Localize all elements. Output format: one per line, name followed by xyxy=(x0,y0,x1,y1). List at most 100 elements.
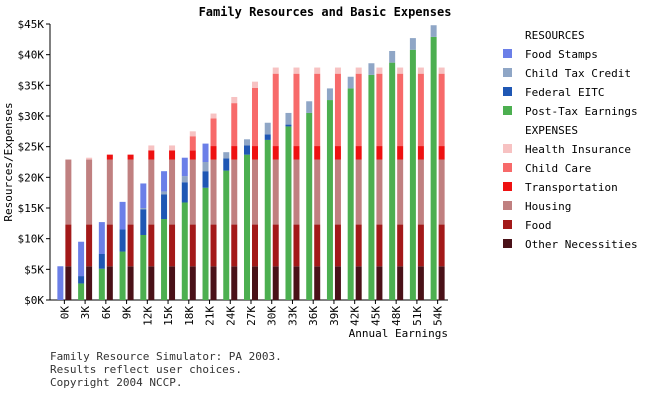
y-tick-label: $30K xyxy=(18,110,45,123)
expense-bar-housing xyxy=(210,159,217,225)
resource-bar-federal-eitc xyxy=(181,182,188,203)
expense-bar-food xyxy=(293,224,300,267)
resource-bar-post-tax-earnings xyxy=(244,154,250,300)
expense-bar-housing xyxy=(334,159,341,225)
expense-bar-transportation xyxy=(272,146,279,160)
y-tick-label: $45K xyxy=(18,18,45,31)
resource-bar-post-tax-earnings xyxy=(223,170,230,300)
expense-bar-other-necessities xyxy=(355,266,362,300)
expense-bar-food xyxy=(65,224,72,267)
expense-bar-housing xyxy=(252,159,258,225)
footer-line-1: Family Resource Simulator: PA 2003. xyxy=(50,350,282,363)
legend-item-label: Food Stamps xyxy=(525,48,598,61)
resource-bar-child-tax-credit xyxy=(161,191,168,195)
expense-bar-food xyxy=(169,224,176,267)
x-tick-label: 9K xyxy=(121,306,134,320)
expense-bar-child-care xyxy=(252,87,258,147)
expense-bar-food xyxy=(376,224,383,267)
x-tick-label: 36K xyxy=(307,306,320,326)
expense-bar-housing xyxy=(376,159,383,225)
expense-bar-housing xyxy=(86,159,93,225)
expense-bar-transportation xyxy=(314,146,321,160)
expense-bar-health-insurance xyxy=(438,67,445,74)
expense-bar-food xyxy=(189,224,196,267)
legend-heading-resources: RESOURCES xyxy=(525,29,585,42)
resource-bar-post-tax-earnings xyxy=(409,49,416,301)
x-tick-label: 30K xyxy=(266,306,279,326)
x-tick-label: 42K xyxy=(349,306,362,326)
expense-bar-other-necessities xyxy=(252,266,258,300)
resource-bar-child-tax-credit xyxy=(285,112,292,125)
expense-bar-child-care xyxy=(293,73,300,147)
expense-bar-housing xyxy=(148,159,155,225)
resource-bar-child-tax-credit xyxy=(368,63,375,75)
resource-bar-post-tax-earnings xyxy=(306,112,313,300)
legend-item-label: Housing xyxy=(525,200,571,213)
x-tick-label: 51K xyxy=(411,306,424,326)
resource-bar-post-tax-earnings xyxy=(264,139,271,300)
legend-swatch xyxy=(503,68,512,77)
expense-bar-other-necessities xyxy=(148,266,155,300)
resource-bar-food-stamps xyxy=(161,171,168,192)
resource-bar-post-tax-earnings xyxy=(202,187,209,300)
x-tick-label: 6K xyxy=(100,306,113,320)
x-tick-label: 27K xyxy=(245,306,258,326)
legend-swatch xyxy=(503,106,512,115)
expense-bar-other-necessities xyxy=(438,266,445,300)
expense-bar-housing xyxy=(127,159,134,225)
y-tick-label: $15K xyxy=(18,202,45,215)
x-tick-label: 3K xyxy=(79,306,92,320)
expense-bar-health-insurance xyxy=(293,67,300,74)
expense-bar-transportation xyxy=(189,150,196,160)
expense-bar-child-care xyxy=(189,136,196,151)
resource-bar-federal-eitc xyxy=(264,134,271,140)
expense-bar-health-insurance xyxy=(252,81,258,88)
y-tick-label: $10K xyxy=(18,233,45,246)
expense-bar-other-necessities xyxy=(86,266,93,300)
resource-bar-child-tax-credit xyxy=(389,50,396,63)
expense-bar-health-insurance xyxy=(355,67,362,74)
expense-bar-health-insurance xyxy=(189,131,196,137)
expense-bar-housing xyxy=(438,159,445,225)
resource-bar-federal-eitc xyxy=(140,209,147,235)
resource-bar-federal-eitc xyxy=(98,254,105,269)
footer-line-2: Results reflect user choices. xyxy=(50,363,243,376)
expense-bar-housing xyxy=(106,159,113,225)
expense-bar-food xyxy=(106,224,113,267)
expense-bar-transportation xyxy=(417,146,424,160)
expense-bar-other-necessities xyxy=(314,266,321,300)
expense-bar-health-insurance xyxy=(314,67,321,74)
expense-bar-child-care xyxy=(210,118,217,147)
expense-bar-other-necessities xyxy=(417,266,424,300)
resource-bar-child-tax-credit xyxy=(430,25,437,37)
expense-bar-housing xyxy=(231,159,238,225)
expense-bar-transportation xyxy=(231,146,238,160)
resource-bar-federal-eitc xyxy=(161,194,168,220)
expense-bar-housing xyxy=(293,159,300,225)
expense-bar-child-care xyxy=(397,73,404,147)
legend-swatch xyxy=(503,220,512,229)
legend-item-label: Transportation xyxy=(525,181,618,194)
resource-bar-child-tax-credit xyxy=(306,101,313,113)
expense-bar-food xyxy=(148,224,155,267)
expense-bar-child-care xyxy=(314,73,321,147)
y-tick-label: $40K xyxy=(18,49,45,62)
legend-swatch xyxy=(503,87,512,96)
legend-item-label: Child Care xyxy=(525,162,591,175)
legend-item-label: Post-Tax Earnings xyxy=(525,105,638,118)
expense-bar-other-necessities xyxy=(272,266,279,300)
resource-bar-child-tax-credit xyxy=(264,122,271,135)
resource-bar-child-tax-credit xyxy=(409,38,416,50)
expense-bar-housing xyxy=(417,159,424,225)
expense-bar-food xyxy=(127,224,134,267)
legend: RESOURCES Food Stamps Child Tax Credit Fede… xyxy=(503,29,638,251)
y-tick-label: $5K xyxy=(24,263,44,276)
legend-item-label: Federal EITC xyxy=(525,86,604,99)
resource-bar-food-stamps xyxy=(202,143,209,162)
expense-bar-transportation xyxy=(397,146,404,160)
expense-bar-child-care xyxy=(355,73,362,147)
legend-heading-expenses: EXPENSES xyxy=(525,124,578,137)
expense-bar-health-insurance xyxy=(376,67,383,74)
